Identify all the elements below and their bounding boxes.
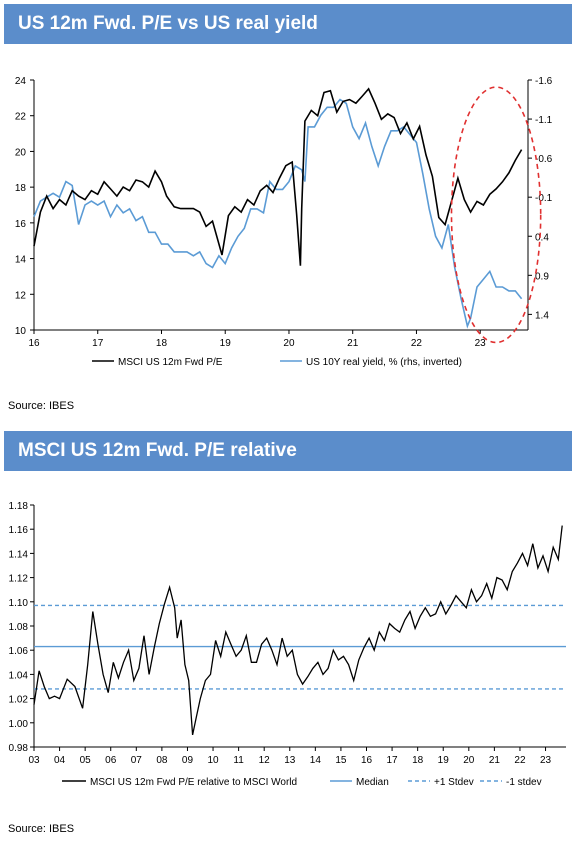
y-tick-label: 1.10: [9, 598, 29, 609]
x-tick-label: 22: [514, 755, 526, 766]
bottom-chart-source: Source: IBES: [8, 823, 75, 835]
x-tick-label: 09: [182, 755, 194, 766]
y-tick-label: 1.16: [9, 525, 29, 536]
pe-line: [33, 87, 523, 266]
y-right-tick-label: -0.6: [535, 154, 553, 165]
y-left-tick-label: 22: [15, 112, 27, 123]
real-yield-line: [33, 98, 523, 329]
y-tick-label: 1.12: [9, 574, 29, 585]
highlight-ellipse: [450, 86, 542, 344]
chart2-legend: MSCI US 12m Fwd P/E relative to MSCI Wor…: [62, 777, 542, 788]
y-left-tick-label: 12: [15, 290, 27, 301]
y-tick-label: 1.06: [9, 646, 29, 657]
x-tick-label: 23: [540, 755, 552, 766]
x-tick-label: 08: [156, 755, 168, 766]
y-tick-label: 1.14: [9, 549, 29, 560]
legend-yield-label: US 10Y real yield, % (rhs, inverted): [306, 357, 462, 368]
x-tick-label: 03: [28, 755, 40, 766]
x-tick-label: 16: [28, 338, 40, 349]
x-tick-label: 06: [105, 755, 117, 766]
top-chart-banner: US 12m Fwd. P/E vs US real yield: [4, 4, 572, 44]
pe-vs-real-yield-chart: 24 22 20 18 16 14 12 10 -1.6 -1.1 -0.6 -0.1 0.4 0.9 1.…: [15, 76, 553, 368]
x-tick-label: 07: [131, 755, 143, 766]
x-tick-label: 22: [411, 338, 423, 349]
x-tick-label: 15: [335, 755, 347, 766]
x-tick-label: 14: [310, 755, 322, 766]
chart1-series: [33, 86, 542, 344]
x-tick-label: 20: [283, 338, 295, 349]
x-tick-label: 17: [387, 755, 399, 766]
x-tick-label: 19: [438, 755, 450, 766]
x-tick-label: 17: [92, 338, 104, 349]
y-left-tick-label: 16: [15, 219, 27, 230]
legend-plus-stdev-label: +1 Stdev: [434, 777, 474, 788]
y-tick-label: 1.08: [9, 622, 29, 633]
y-tick-label: 1.04: [9, 670, 29, 681]
chart2-series: [33, 525, 566, 736]
legend-relative-label: MSCI US 12m Fwd P/E relative to MSCI Wor…: [90, 777, 297, 788]
y-tick-label: 1.00: [9, 719, 29, 730]
y-tick-label: 1.18: [9, 501, 29, 512]
y-left-tick-label: 18: [15, 183, 27, 194]
legend-minus-stdev-label: -1 stdev: [506, 777, 542, 788]
x-tick-label: 16: [361, 755, 373, 766]
pe-relative-chart: 1.18 1.16 1.14 1.12 1.10 1.08 1.06 1.04 1.02 1.00…: [9, 501, 566, 788]
x-tick-label: 13: [284, 755, 296, 766]
y-left-tick-label: 14: [15, 255, 27, 266]
legend-pe-label: MSCI US 12m Fwd P/E: [118, 357, 223, 368]
x-tick-label: 19: [220, 338, 232, 349]
y-right-tick-label: 0.4: [535, 232, 549, 243]
y-left-tick-label: 20: [15, 147, 27, 158]
y-right-tick-label: -0.1: [535, 193, 553, 204]
y-right-tick-label: -1.6: [535, 76, 553, 87]
y-right-tick-label: 0.9: [535, 271, 549, 282]
x-tick-label: 18: [412, 755, 424, 766]
x-tick-label: 21: [347, 338, 359, 349]
chart1-axes: 24 22 20 18 16 14 12 10 -1.6 -1.1 -0.6 -0.1 0.4 0.9 1.…: [15, 76, 553, 349]
x-tick-label: 11: [233, 755, 244, 766]
x-tick-label: 21: [489, 755, 501, 766]
bottom-chart-banner: MSCI US 12m Fwd. P/E relative: [4, 431, 572, 471]
x-tick-label: 12: [259, 755, 271, 766]
chart2-axes: 1.18 1.16 1.14 1.12 1.10 1.08 1.06 1.04 1.02 1.00…: [9, 501, 566, 766]
x-tick-label: 05: [80, 755, 92, 766]
chart1-legend: MSCI US 12m Fwd P/E US 10Y real yield, % …: [92, 357, 462, 368]
y-tick-label: 0.98: [9, 743, 29, 754]
legend-median-label: Median: [356, 777, 389, 788]
top-chart-source: Source: IBES: [8, 400, 75, 412]
y-right-tick-label: -1.1: [535, 115, 553, 126]
x-tick-label: 23: [475, 338, 487, 349]
y-left-tick-label: 24: [15, 76, 27, 87]
relative-pe-line: [33, 525, 563, 736]
y-tick-label: 1.02: [9, 695, 29, 706]
x-tick-label: 04: [54, 755, 66, 766]
x-tick-label: 20: [463, 755, 475, 766]
x-tick-label: 18: [156, 338, 168, 349]
y-right-tick-label: 1.4: [535, 310, 549, 321]
x-tick-label: 10: [207, 755, 219, 766]
y-left-tick-label: 10: [15, 326, 27, 337]
